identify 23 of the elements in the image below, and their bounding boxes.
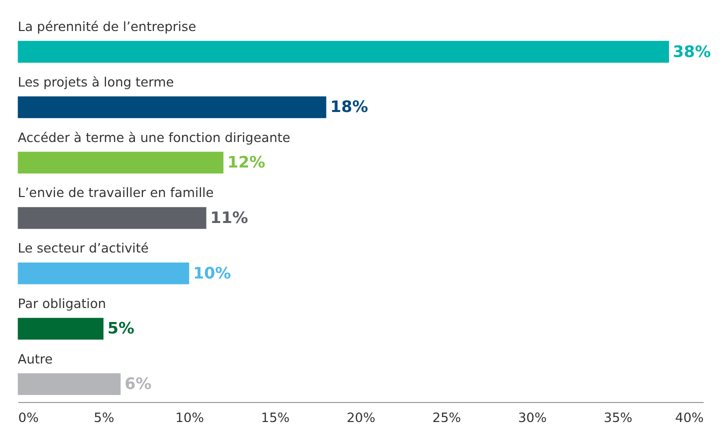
y-tick-label: Les projets à long terme — [18, 75, 174, 90]
y-tick-label: Accéder à terme à une fonction dirigeante — [18, 130, 290, 146]
x-tick-label: 15% — [261, 411, 290, 426]
x-tick-label: 30% — [518, 411, 547, 426]
data-label: 11% — [210, 208, 248, 227]
x-tick-label: 40% — [675, 411, 704, 426]
x-tick-label: 5% — [94, 411, 114, 426]
data-label: 6% — [124, 374, 152, 394]
y-tick-label: Le secteur d’activité — [18, 242, 149, 257]
y-tick-label: L’envie de travailler en famille — [18, 186, 214, 202]
data-label: 38% — [672, 42, 711, 61]
data-label: 12% — [227, 152, 266, 172]
y-tick-label: La pérennité de l’entreprise — [18, 20, 196, 36]
x-tick-label: 10% — [175, 411, 204, 426]
y-tick-label: Par obligation — [18, 296, 106, 312]
x-tick-label: 20% — [346, 411, 376, 426]
x-tick-label: 25% — [432, 411, 461, 426]
x-tick-label: 0% — [18, 411, 39, 426]
data-label: 10% — [193, 263, 232, 282]
data-label: 18% — [330, 97, 368, 116]
data-label: 5% — [107, 318, 134, 338]
x-tick-label: 35% — [604, 411, 632, 426]
y-tick-label: Autre — [18, 352, 53, 368]
